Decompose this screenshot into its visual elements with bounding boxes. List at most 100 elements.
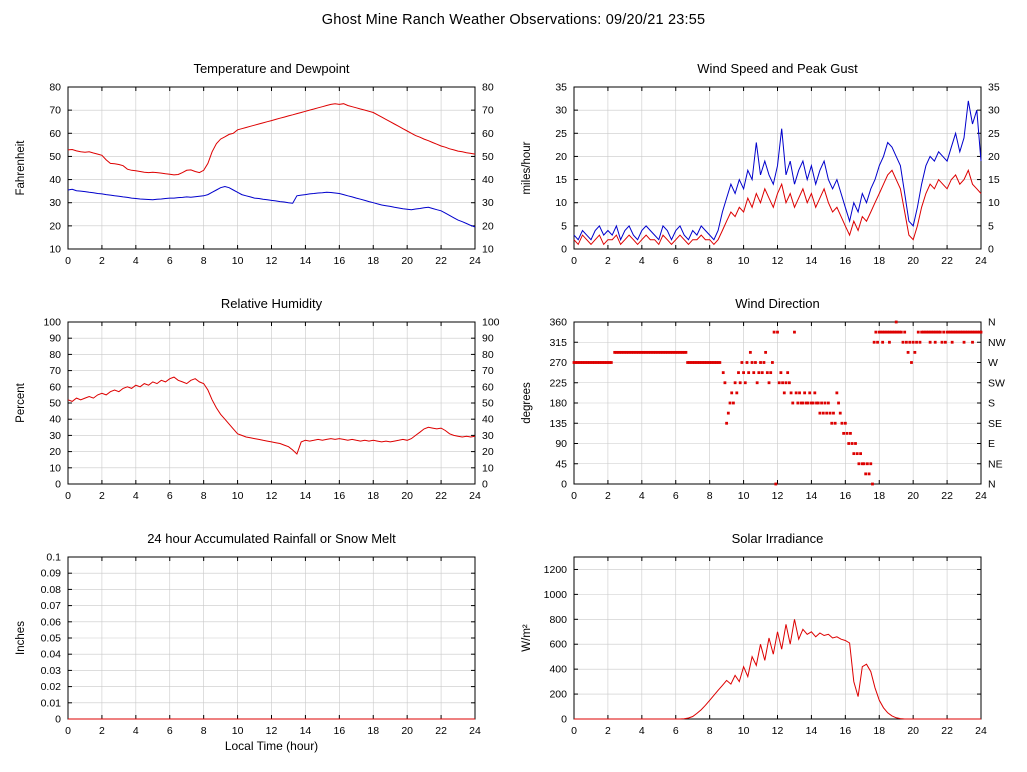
svg-text:30: 30	[988, 105, 1000, 117]
svg-text:70: 70	[49, 365, 61, 377]
svg-text:2: 2	[99, 725, 105, 737]
svg-text:18: 18	[367, 255, 379, 267]
svg-text:0: 0	[55, 479, 61, 491]
svg-text:18: 18	[873, 255, 885, 267]
svg-text:20: 20	[401, 725, 413, 737]
svg-text:24: 24	[469, 725, 481, 737]
svg-text:Inches: Inches	[15, 621, 27, 655]
svg-text:24: 24	[975, 255, 987, 267]
svg-text:0.07: 0.07	[41, 600, 62, 612]
svg-text:80: 80	[482, 82, 494, 94]
svg-text:0: 0	[988, 244, 994, 256]
svg-text:4: 4	[133, 725, 139, 737]
svg-text:80: 80	[49, 349, 61, 361]
svg-text:5: 5	[988, 220, 994, 232]
svg-text:20: 20	[49, 446, 61, 458]
svg-text:10: 10	[232, 490, 244, 502]
svg-text:20: 20	[482, 220, 494, 232]
svg-text:2: 2	[99, 490, 105, 502]
svg-text:25: 25	[988, 128, 1000, 140]
svg-text:100: 100	[43, 317, 61, 329]
svg-text:0.06: 0.06	[41, 616, 62, 628]
svg-text:20: 20	[49, 220, 61, 232]
svg-text:6: 6	[673, 255, 679, 267]
svg-text:22: 22	[435, 725, 447, 737]
svg-text:N: N	[988, 317, 996, 329]
svg-text:16: 16	[839, 490, 851, 502]
svg-text:0: 0	[561, 714, 567, 726]
svg-text:16: 16	[839, 725, 851, 737]
svg-text:70: 70	[482, 365, 494, 377]
svg-text:45: 45	[555, 458, 567, 470]
svg-text:22: 22	[941, 490, 953, 502]
svg-text:70: 70	[49, 105, 61, 117]
svg-text:24: 24	[469, 255, 481, 267]
svg-text:0: 0	[571, 255, 577, 267]
svg-text:22: 22	[941, 725, 953, 737]
svg-text:14: 14	[806, 725, 818, 737]
svg-text:400: 400	[549, 664, 567, 676]
svg-text:22: 22	[435, 490, 447, 502]
svg-text:10: 10	[738, 725, 750, 737]
svg-text:20: 20	[907, 490, 919, 502]
svg-text:2: 2	[605, 490, 611, 502]
svg-text:4: 4	[639, 255, 645, 267]
svg-text:16: 16	[333, 255, 345, 267]
svg-text:35: 35	[555, 82, 567, 94]
svg-text:10: 10	[482, 462, 494, 474]
svg-text:10: 10	[988, 197, 1000, 209]
svg-text:0.1: 0.1	[46, 552, 61, 564]
svg-text:14: 14	[300, 725, 312, 737]
svg-text:0: 0	[65, 725, 71, 737]
svg-text:30: 30	[49, 197, 61, 209]
svg-text:0: 0	[561, 479, 567, 491]
svg-text:miles/hour: miles/hour	[521, 141, 533, 194]
svg-text:degrees: degrees	[521, 382, 533, 424]
svg-text:60: 60	[482, 128, 494, 140]
svg-text:20: 20	[907, 725, 919, 737]
svg-text:0.05: 0.05	[41, 633, 62, 645]
svg-text:1200: 1200	[544, 564, 568, 576]
rainfall-chart: 24 hour Accumulated Rainfall or Snow Mel…	[8, 523, 513, 758]
svg-text:W/m²: W/m²	[521, 624, 533, 652]
svg-text:800: 800	[549, 614, 567, 626]
svg-text:14: 14	[806, 255, 818, 267]
svg-text:90: 90	[482, 333, 494, 345]
svg-text:0: 0	[65, 490, 71, 502]
svg-text:10: 10	[738, 255, 750, 267]
svg-text:12: 12	[266, 490, 278, 502]
svg-text:14: 14	[300, 490, 312, 502]
svg-text:Wind Direction: Wind Direction	[735, 296, 820, 311]
svg-text:20: 20	[401, 490, 413, 502]
svg-text:25: 25	[555, 128, 567, 140]
svg-text:40: 40	[49, 414, 61, 426]
svg-text:12: 12	[266, 725, 278, 737]
svg-text:10: 10	[232, 725, 244, 737]
svg-text:360: 360	[549, 317, 567, 329]
svg-text:Wind Speed and Peak Gust: Wind Speed and Peak Gust	[697, 61, 858, 76]
svg-text:12: 12	[772, 490, 784, 502]
svg-text:N: N	[988, 479, 996, 491]
svg-text:SE: SE	[988, 418, 1002, 430]
svg-text:30: 30	[482, 430, 494, 442]
svg-text:30: 30	[482, 197, 494, 209]
svg-text:50: 50	[49, 151, 61, 163]
svg-text:24: 24	[975, 725, 987, 737]
svg-text:315: 315	[549, 337, 567, 349]
svg-text:10: 10	[555, 197, 567, 209]
svg-text:600: 600	[549, 639, 567, 651]
svg-text:40: 40	[482, 174, 494, 186]
svg-text:20: 20	[907, 255, 919, 267]
svg-text:35: 35	[988, 82, 1000, 94]
svg-text:2: 2	[605, 725, 611, 737]
svg-text:2: 2	[605, 255, 611, 267]
svg-text:135: 135	[549, 418, 567, 430]
svg-text:NE: NE	[988, 458, 1003, 470]
svg-text:14: 14	[806, 490, 818, 502]
svg-text:6: 6	[673, 490, 679, 502]
svg-text:12: 12	[772, 255, 784, 267]
svg-text:18: 18	[873, 490, 885, 502]
svg-text:16: 16	[333, 725, 345, 737]
svg-text:60: 60	[482, 381, 494, 393]
